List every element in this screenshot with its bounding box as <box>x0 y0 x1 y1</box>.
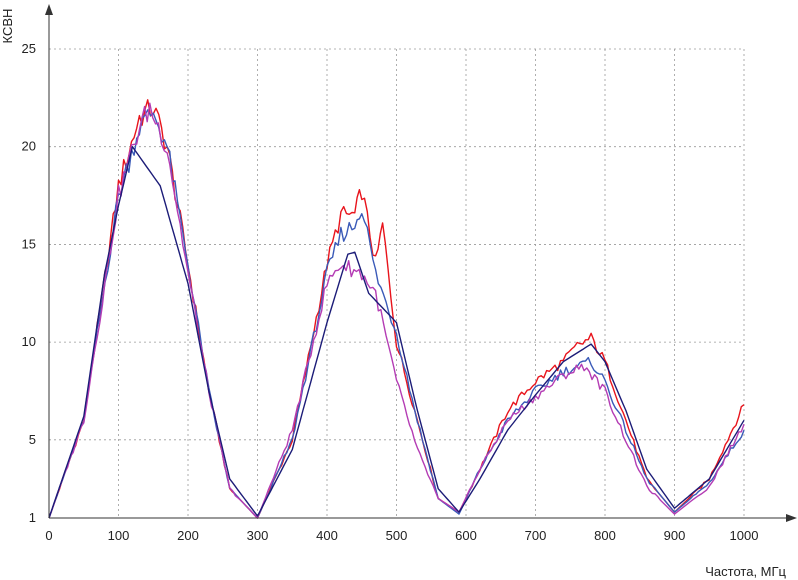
series-line <box>48 145 745 519</box>
series-line <box>48 102 745 519</box>
x-tick-label: 1000 <box>730 528 759 543</box>
series-line <box>48 99 745 519</box>
x-tick-label: 100 <box>108 528 130 543</box>
series-layer <box>48 99 745 519</box>
y-tick-label: 20 <box>22 139 36 154</box>
series-line <box>48 109 745 519</box>
y-tick-label: 5 <box>29 432 36 447</box>
x-tick-label: 400 <box>316 528 338 543</box>
x-tick-label: 200 <box>177 528 199 543</box>
x-tick-label: 900 <box>664 528 686 543</box>
x-tick-label: 600 <box>455 528 477 543</box>
x-tick-label: 500 <box>386 528 408 543</box>
x-tick-label: 700 <box>525 528 547 543</box>
x-tick-label: 0 <box>45 528 52 543</box>
x-tick-label: 300 <box>247 528 269 543</box>
y-axis-title: КСВН <box>0 9 15 44</box>
y-tick-label: 25 <box>22 41 36 56</box>
x-axis-title: Частота, МГц <box>705 564 786 579</box>
y-axis-arrow <box>45 4 53 15</box>
y-tick-label: 1 <box>29 510 36 525</box>
grid-layer <box>49 48 745 518</box>
y-tick-label: 15 <box>22 236 36 251</box>
x-tick-label: 800 <box>594 528 616 543</box>
x-axis-arrow <box>786 514 797 522</box>
y-tick-label: 10 <box>22 334 36 349</box>
ticks-layer: 0 100 200 300 400 500 600 700 800 900 100015101520… <box>22 41 759 543</box>
axes-layer <box>45 4 797 522</box>
